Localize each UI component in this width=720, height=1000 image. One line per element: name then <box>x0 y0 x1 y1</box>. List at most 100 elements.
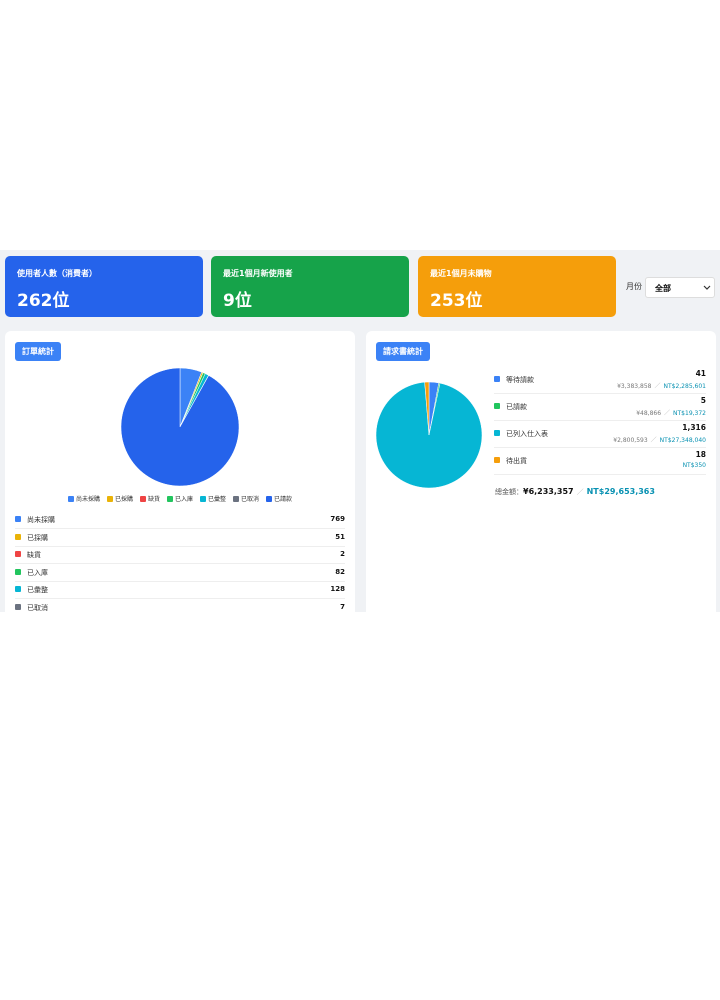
month-selected: 全部 <box>655 284 671 293</box>
status-name: 已採購 <box>27 533 48 542</box>
separator: ／ <box>654 383 661 390</box>
legend-item: 已請款 <box>266 494 292 503</box>
legend-swatch <box>67 495 74 502</box>
legend-item: 已入庫 <box>166 494 193 503</box>
status-row: 尚未採購 769 <box>15 511 345 529</box>
status-count: 769 <box>330 515 345 523</box>
legend-item: 已取消 <box>233 494 259 503</box>
panel-title: 訂單統計 <box>15 342 61 361</box>
pie-slice <box>120 367 240 487</box>
legend-swatch <box>233 495 240 502</box>
invoice-swatch <box>494 376 500 382</box>
card-value: 262位 <box>17 291 70 311</box>
card-label: 最近1個月未購物 <box>430 269 492 278</box>
invoice-status: 待出貨 <box>506 457 527 465</box>
pie-slice <box>375 381 483 489</box>
invoice-swatch <box>494 430 500 436</box>
invoice-status: 等待請款 <box>506 376 534 384</box>
invoice-row: 待出貨 18 NT$350 <box>494 448 706 475</box>
status-count: 2 <box>340 550 345 558</box>
status-row: 已採購 51 <box>15 529 345 547</box>
status-row: 已入庫 82 <box>15 564 345 582</box>
amount-ntd: NT$2,285,601 <box>663 383 706 390</box>
total-ntd: NT$29,653,363 <box>586 487 655 496</box>
invoice-amounts: ¥48,866 ／ NT$19,372 <box>636 408 706 417</box>
legend-item: 已彙整 <box>200 494 226 503</box>
status-swatch <box>15 568 21 575</box>
status-row: 已彙整 128 <box>15 581 345 599</box>
orders-panel: 訂單統計 尚未採購 已採購 缺貨 已入庫 已彙整 已取消 已請款 尚未採購 769 已採購 51 缺貨… <box>5 331 355 612</box>
legend-label: 已入庫 <box>174 496 193 503</box>
card-value: 9位 <box>223 291 252 311</box>
amount-yen: ¥2,800,593 <box>613 437 648 444</box>
invoice-status: 已請款 <box>506 403 527 411</box>
panel-title: 請求書統計 <box>376 342 430 361</box>
pie-chart <box>120 367 240 487</box>
status-count: 7 <box>340 602 345 611</box>
dashboard: 月份 全部 訂單統計 尚未採購 已採購 缺貨 已入庫 已彙整 已取消 已請款 尚未採購 769 已… <box>0 250 720 612</box>
month-select[interactable]: 全部 <box>645 277 715 298</box>
legend-item: 缺貨 <box>139 494 160 503</box>
invoice-row: 已請款 5 ¥48,866 ／ NT$19,372 <box>494 394 706 421</box>
status-row: 已取消 7 <box>15 599 345 613</box>
legend-swatch <box>106 495 113 502</box>
legend-swatch <box>139 495 146 502</box>
legend-item: 尚未採購 <box>67 494 100 503</box>
status-swatch <box>15 603 21 610</box>
status-name: 尚未採購 <box>27 516 55 524</box>
month-label: 月份 <box>626 282 642 291</box>
status-name: 已彙整 <box>27 586 48 594</box>
invoices-panel: 請求書統計 等待請款 41 ¥3,383,858 ／ NT$2,285,601 已請款 5 ¥… <box>366 331 716 612</box>
card-label: 使用者人數（消費者） <box>17 269 97 278</box>
total: 總金額：¥6,233,357 ／ NT$29,653,363 <box>495 487 655 497</box>
invoice-row: 已列入仕入表 1,316 ¥2,800,593 ／ NT$27,348,040 <box>494 421 706 448</box>
status-count: 51 <box>335 532 345 541</box>
status-swatch <box>15 516 21 522</box>
stat-card: 最近1個月新使用者 9位 <box>211 256 409 317</box>
status-swatch <box>15 533 21 540</box>
legend-swatch <box>200 495 206 502</box>
invoice-count: 1,316 <box>682 423 706 432</box>
invoice-count: 41 <box>695 369 706 378</box>
invoice-swatch <box>494 457 500 463</box>
legend-label: 已彙整 <box>208 496 227 503</box>
invoice-amounts: ¥2,800,593 ／ NT$27,348,040 <box>613 435 706 444</box>
pie-slice <box>424 381 430 436</box>
status-row: 缺貨 2 <box>15 546 345 564</box>
status-swatch <box>15 551 21 557</box>
invoice-amounts: NT$350 <box>683 462 706 469</box>
total-yen: ¥6,233,357 <box>523 487 574 496</box>
legend-label: 尚未採購 <box>75 496 100 503</box>
status-swatch <box>15 586 21 592</box>
status-name: 已入庫 <box>27 568 48 577</box>
invoice-row: 等待請款 41 ¥3,383,858 ／ NT$2,285,601 <box>494 367 706 394</box>
stat-card: 最近1個月未購物 253位 <box>418 256 616 317</box>
amount-ntd: NT$27,348,040 <box>659 437 706 444</box>
total-label: 總金額： <box>495 488 523 496</box>
invoice-status: 已列入仕入表 <box>506 430 548 438</box>
invoice-count: 18 <box>695 450 706 459</box>
invoice-amounts: ¥3,383,858 ／ NT$2,285,601 <box>617 381 706 390</box>
status-name: 缺貨 <box>27 551 41 559</box>
amount-yen: ¥48,866 <box>636 410 662 417</box>
status-count: 82 <box>335 567 345 576</box>
status-count: 128 <box>330 585 345 593</box>
card-label: 最近1個月新使用者 <box>223 269 293 278</box>
card-value: 253位 <box>430 291 483 311</box>
separator: ／ <box>664 410 671 417</box>
invoice-swatch <box>494 403 500 409</box>
legend-label: 已取消 <box>241 496 260 503</box>
legend-item: 已採購 <box>106 494 133 503</box>
amount-ntd: NT$350 <box>682 462 706 469</box>
legend: 尚未採購 已採購 缺貨 已入庫 已彙整 已取消 已請款 <box>5 494 355 503</box>
chevron <box>703 285 711 290</box>
legend-swatch <box>166 495 173 502</box>
amount-ntd: NT$19,372 <box>673 410 706 417</box>
legend-label: 已請款 <box>274 496 293 503</box>
pie-chart <box>375 381 483 489</box>
separator: ／ <box>576 488 584 496</box>
amount-yen: ¥3,383,858 <box>617 383 652 390</box>
legend-label: 缺貨 <box>147 496 160 503</box>
status-name: 已取消 <box>27 603 48 612</box>
legend-swatch <box>266 495 273 502</box>
